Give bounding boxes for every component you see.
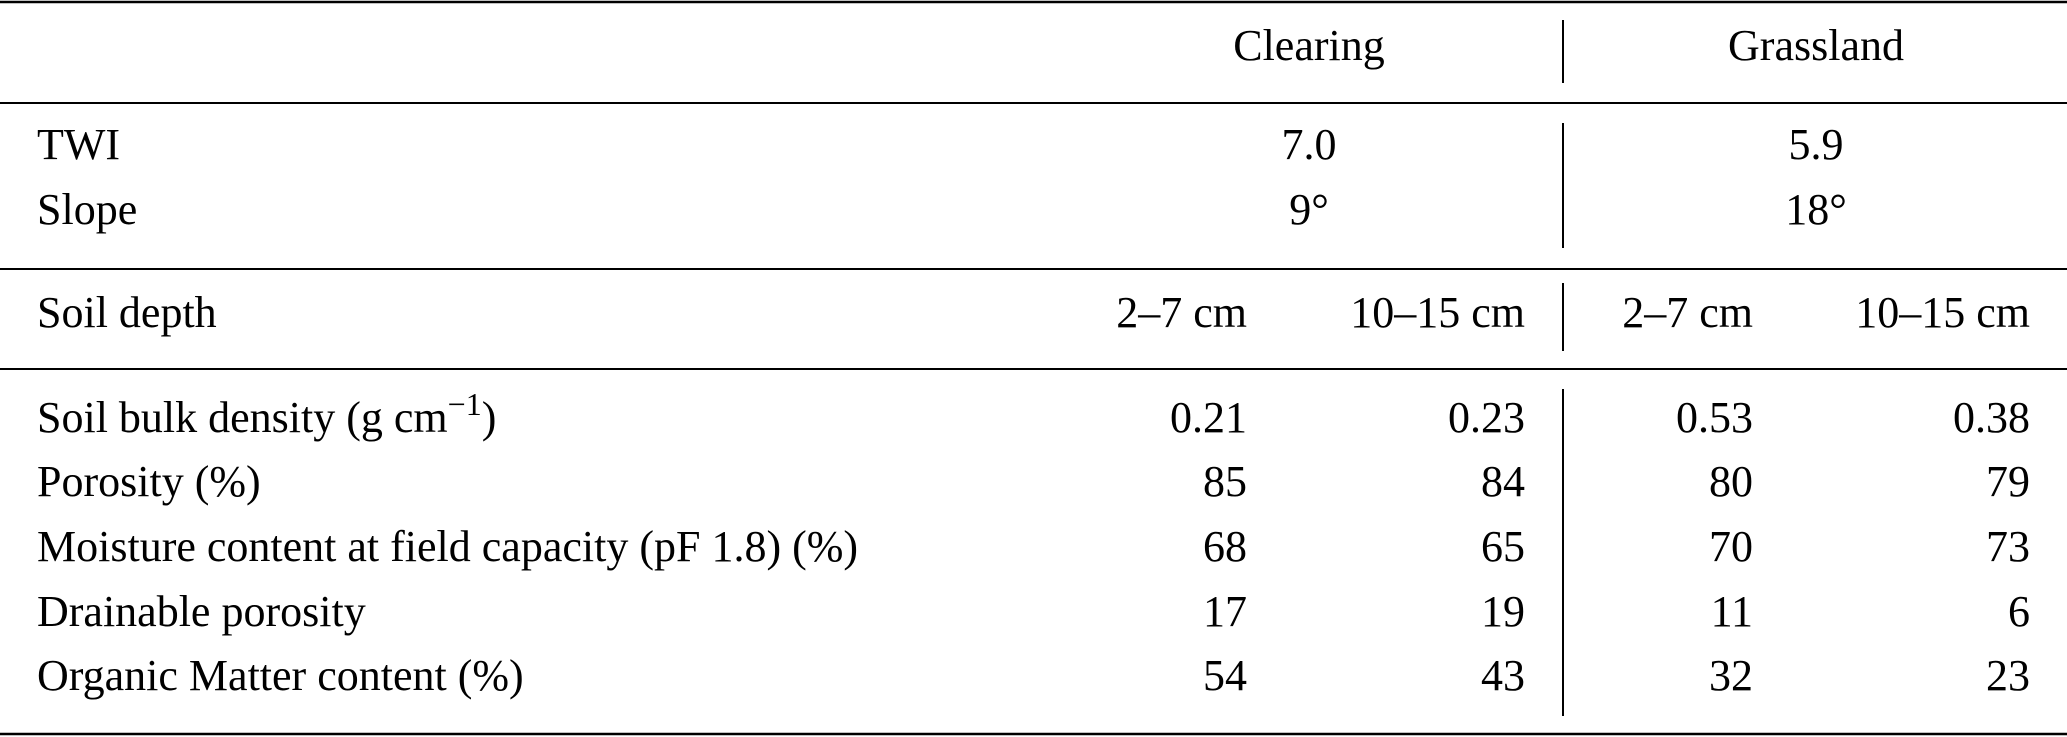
column-header: 10–15 cm bbox=[1350, 288, 1525, 337]
cell: 19 bbox=[1481, 587, 1525, 636]
row-label: TWI bbox=[37, 120, 120, 169]
cell: 73 bbox=[1986, 522, 2030, 571]
superscript: −1 bbox=[448, 386, 482, 422]
cell: 43 bbox=[1481, 651, 1525, 700]
cell: 85 bbox=[1203, 457, 1247, 506]
cell: 23 bbox=[1986, 651, 2030, 700]
cell: 70 bbox=[1709, 522, 1753, 571]
label-part: Soil bulk density (g cm bbox=[37, 393, 448, 442]
cell: 0.53 bbox=[1676, 393, 1753, 442]
cell: 11 bbox=[1711, 587, 1753, 636]
column-header: 2–7 cm bbox=[1622, 288, 1753, 337]
column-header: 2–7 cm bbox=[1116, 288, 1247, 337]
cell: 84 bbox=[1481, 457, 1525, 506]
cell: 5.9 bbox=[1789, 120, 1844, 169]
cell: 0.23 bbox=[1448, 393, 1525, 442]
cell: 18° bbox=[1785, 185, 1847, 234]
row-label: Soil bulk density (g cm−1) bbox=[37, 386, 496, 442]
label-part: ) bbox=[482, 393, 497, 442]
cell: 80 bbox=[1709, 457, 1753, 506]
row-label: Organic Matter content (%) bbox=[37, 651, 524, 700]
cell: 65 bbox=[1481, 522, 1525, 571]
row-label: Moisture content at field capacity (pF 1… bbox=[37, 522, 858, 571]
cell: 79 bbox=[1986, 457, 2030, 506]
cell: 17 bbox=[1203, 587, 1247, 636]
row-label: Slope bbox=[37, 185, 137, 234]
cell: 54 bbox=[1203, 651, 1247, 700]
cell: 9° bbox=[1289, 185, 1329, 234]
row-label: Soil depth bbox=[37, 288, 217, 337]
cell: 6 bbox=[2008, 587, 2030, 636]
cell: 7.0 bbox=[1282, 120, 1337, 169]
cell: 0.38 bbox=[1953, 393, 2030, 442]
row-label: Drainable porosity bbox=[37, 587, 366, 636]
group-header: Grassland bbox=[1728, 21, 1904, 70]
column-header: 10–15 cm bbox=[1855, 288, 2030, 337]
cell: 32 bbox=[1709, 651, 1753, 700]
cell: 68 bbox=[1203, 522, 1247, 571]
group-header: Clearing bbox=[1233, 21, 1385, 70]
cell: 0.21 bbox=[1170, 393, 1247, 442]
row-label: Porosity (%) bbox=[37, 457, 261, 506]
